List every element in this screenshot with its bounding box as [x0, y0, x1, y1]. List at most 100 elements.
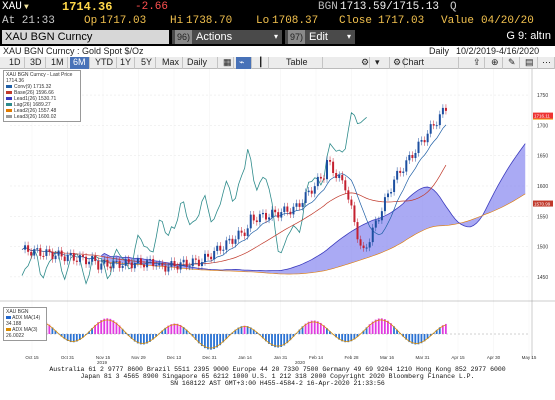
candle-body [152, 259, 155, 267]
export-icon[interactable]: ⇪ [470, 57, 485, 69]
adx-bar [280, 334, 283, 347]
adx-bar [152, 334, 154, 340]
candle-body [82, 255, 84, 257]
legend-item: Lead2(26) 1557.48 [6, 108, 78, 114]
x-year-label: 2019 [97, 360, 108, 365]
high-label: Hi [170, 15, 184, 27]
adx-bar [63, 334, 66, 340]
x-tick-label: Mar 31 [415, 355, 430, 360]
legend-value: 1715.32 [33, 84, 52, 90]
adx-bar [194, 334, 197, 340]
candle-body [390, 192, 393, 194]
candle-body [109, 266, 112, 269]
range-button-ytd[interactable]: YTD [92, 57, 117, 69]
range-button-5y[interactable]: 5Y [138, 57, 157, 69]
candle-body [216, 245, 219, 251]
adx-bar [124, 332, 127, 334]
footer-contacts: Australia 61 2 9777 8600 Brazil 5511 239… [0, 365, 555, 400]
candle-body [368, 242, 371, 248]
adx-bar [204, 334, 206, 349]
y-axis: 1750 1700 1650 1600 1550 1500 1450 [531, 69, 548, 359]
draw-icon[interactable]: ✎ [505, 57, 520, 69]
sub-legend-value: 26.0022 [6, 333, 25, 339]
legend-value: 1530.71 [38, 96, 57, 102]
adx-bar [286, 334, 289, 344]
range-button-1d[interactable]: 1D [6, 57, 25, 69]
legend-item: Lead1(26) 1530.71 [6, 96, 78, 102]
legend-label: Lag(26) [14, 102, 32, 108]
candle-body [258, 214, 261, 223]
adx-bar [121, 328, 124, 334]
adx-bar [197, 334, 200, 344]
candle-body [243, 232, 246, 236]
chart-content-button[interactable]: Chart Content [399, 57, 459, 78]
candle-body [112, 260, 115, 269]
line-style-icon[interactable]: ▾ [372, 57, 390, 69]
more-icon[interactable]: ⋯ [539, 57, 555, 69]
adx-bar [350, 334, 353, 342]
range-button-6m[interactable]: 6M [70, 57, 90, 69]
candle-body [402, 171, 405, 173]
adx-bar [106, 318, 109, 334]
chart-header: XAU BGN Curncy : Gold Spot $/Oz Daily 10… [0, 46, 555, 57]
candle-body [213, 250, 216, 260]
candle-body [60, 250, 63, 257]
adx-bar [362, 330, 365, 334]
zoom-icon[interactable]: ⊕ [488, 57, 503, 69]
candle-body [78, 255, 81, 262]
security-input[interactable]: XAU BGN Curncy [2, 30, 169, 44]
legend-item: Lead3(26) 1600.02 [6, 114, 78, 120]
actions-menu[interactable]: 96) Actions ▾ [172, 30, 282, 44]
x-year-label: 2020 [295, 360, 306, 365]
candle-body [301, 202, 304, 207]
chart-legend[interactable]: XAU BGN Curncy - Last Price 1714.36 Conv… [3, 70, 81, 122]
candle-body [432, 124, 435, 126]
candle-body [210, 256, 213, 260]
candle-body [219, 245, 222, 251]
layout-icon[interactable]: ▤ [522, 57, 538, 69]
range-button-3d[interactable]: 3D [27, 57, 46, 69]
adx-bar [146, 334, 148, 344]
frequency-select[interactable]: Daily ▾ [184, 57, 218, 78]
edit-menu[interactable]: 97) Edit ▾ [285, 30, 355, 44]
candle-body [222, 249, 225, 251]
line-chart-icon[interactable]: ⌁ [236, 57, 252, 69]
legend-label: Lead2(26) [14, 108, 37, 114]
chart-type-icon[interactable]: ▦ [220, 57, 234, 69]
range-button-1m[interactable]: 1M [48, 57, 68, 69]
quote-bar-bottom: At 21:33 Op 1717.03 Hi 1738.70 Lo 1708.3… [0, 14, 555, 28]
quote-ticker[interactable]: XAU [2, 1, 22, 13]
candle-body [91, 255, 94, 262]
candle-body [240, 230, 243, 233]
gear-icon[interactable]: ⚙ [390, 57, 406, 69]
range-button-max[interactable]: Max [159, 57, 184, 69]
sub-legend[interactable]: XAU BGN ADX MA(14) 34.188 ADX MA(3) 26.0… [3, 307, 47, 341]
adx-bar [365, 327, 368, 334]
candle-body [185, 259, 188, 267]
settings-icon[interactable]: ⚙ [358, 57, 370, 69]
x-tick-label: Nov 15 [96, 355, 111, 360]
candle-body [188, 266, 191, 268]
adx-bar [173, 323, 176, 334]
adx-bar [78, 334, 81, 340]
table-button[interactable]: Table [283, 57, 323, 69]
candle-body [167, 266, 170, 272]
candle-body [54, 255, 57, 260]
range-button-1y[interactable]: 1Y [117, 57, 136, 69]
adx-bar [237, 327, 240, 334]
candle-body [149, 259, 152, 261]
adx-bar [155, 334, 157, 337]
legend-swatch [6, 115, 12, 119]
price-change: -2.66 [135, 1, 169, 13]
candle-body [194, 258, 197, 260]
x-tick-label: Feb 14 [309, 355, 324, 360]
value-label: Value [441, 15, 475, 27]
candle-body [146, 260, 149, 268]
adx-bar [414, 334, 417, 345]
adx-bar [435, 329, 438, 334]
adx-bar [438, 327, 441, 334]
candle-chart-icon[interactable]: ┃ [255, 57, 269, 69]
adx-bar [133, 334, 136, 342]
candle-body [274, 209, 277, 213]
